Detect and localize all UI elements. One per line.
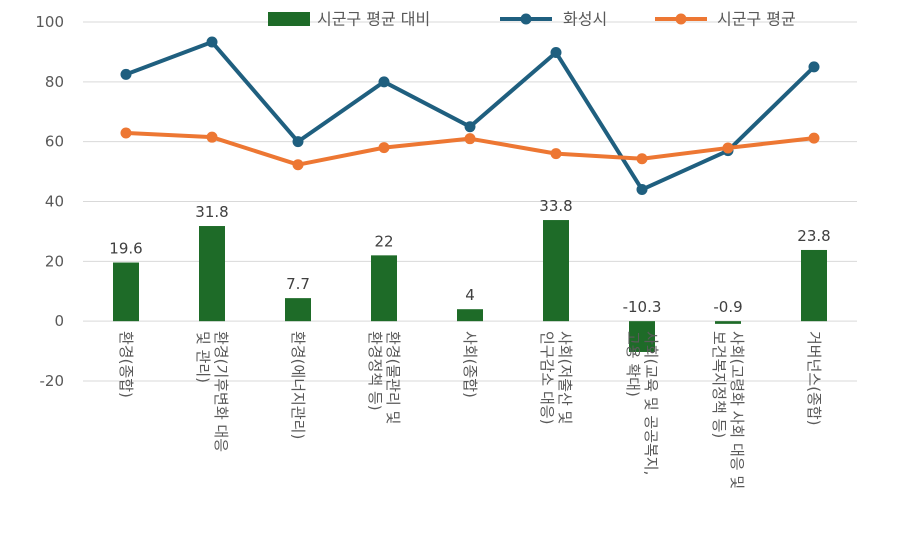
bar-data-label: 19.6 bbox=[109, 240, 142, 258]
x-axis-label: 환경정책 등) bbox=[366, 331, 384, 411]
legend-marker bbox=[520, 13, 532, 25]
y-tick-label: 40 bbox=[45, 193, 64, 211]
line-series bbox=[120, 36, 820, 196]
bar-data-label: 33.8 bbox=[539, 197, 572, 215]
bar-series bbox=[113, 220, 827, 352]
line-marker bbox=[636, 153, 648, 165]
x-axis-label: 환경(에너지관리) bbox=[289, 331, 307, 439]
line-marker bbox=[120, 68, 132, 80]
bar-data-label: 4 bbox=[465, 286, 475, 304]
y-tick-label: 80 bbox=[45, 73, 64, 91]
line-marker bbox=[292, 159, 304, 171]
x-axis-labels: 환경(종합) 환경(기후변화 대응및 관리) 환경(에너지관리) 환경(물관리 및환경… bbox=[117, 331, 823, 489]
bar-data-label: 23.8 bbox=[797, 227, 830, 245]
bar bbox=[285, 298, 311, 322]
line-marker bbox=[550, 148, 562, 160]
legend-swatch-bar bbox=[268, 12, 310, 26]
legend-label: 화성시 bbox=[563, 10, 607, 29]
x-axis-label: 환경(물관리 및 bbox=[384, 331, 402, 424]
x-axis-label: 환경(기후변화 대응 bbox=[212, 331, 230, 452]
x-axis-label: 인구감소 대응) bbox=[538, 331, 556, 424]
x-axis-label: 및 관리) bbox=[194, 331, 212, 383]
y-tick-label: 0 bbox=[54, 312, 64, 330]
x-axis-label: 사회(고령화 사회 대응 및 bbox=[728, 331, 746, 489]
line-marker bbox=[120, 127, 132, 139]
line-marker bbox=[378, 76, 390, 88]
bar bbox=[113, 262, 139, 322]
bar-data-label: 22 bbox=[374, 232, 393, 250]
line-marker bbox=[292, 136, 304, 148]
bar bbox=[801, 249, 827, 322]
series-line bbox=[125, 40, 816, 192]
y-tick-label: -20 bbox=[40, 372, 65, 390]
legend-label: 시군구 평균 bbox=[717, 10, 796, 29]
line-marker bbox=[378, 142, 390, 154]
line-marker bbox=[550, 47, 562, 59]
bar bbox=[629, 321, 655, 352]
y-axis-ticks: -20 0 20 40 60 80 100 bbox=[35, 13, 64, 390]
line-marker bbox=[722, 142, 734, 154]
x-axis-label: 거버넌스(종합) bbox=[805, 331, 823, 426]
bar bbox=[543, 220, 569, 322]
y-tick-label: 20 bbox=[45, 252, 64, 270]
y-tick-label: 60 bbox=[45, 133, 64, 151]
bar-data-label: 31.8 bbox=[195, 203, 228, 221]
gridlines bbox=[83, 21, 857, 382]
line-marker bbox=[464, 121, 476, 133]
data-labels: 19.6 31.8 7.7 22 4 33.8 -10.3 -0.9 23.8 bbox=[109, 197, 830, 316]
x-axis-label: 사회(교육 및 공공복지, bbox=[642, 331, 660, 475]
x-axis-label: 환경(종합) bbox=[117, 331, 135, 398]
x-axis-label: 사회(종합) bbox=[461, 331, 479, 398]
bar-data-label: -10.3 bbox=[623, 298, 662, 316]
line-marker bbox=[206, 131, 218, 143]
bar-data-label: 7.7 bbox=[286, 275, 310, 293]
bar bbox=[715, 321, 741, 324]
legend-label: 시군구 평균 대비 bbox=[317, 10, 430, 29]
x-axis-label: 고용 확대) bbox=[624, 331, 642, 397]
y-tick-label: 100 bbox=[35, 13, 64, 31]
line-marker bbox=[636, 184, 648, 196]
x-axis-label: 사회(저출산 및 bbox=[556, 331, 574, 424]
bar bbox=[457, 309, 483, 322]
x-axis-label: 보건복지정책 등) bbox=[710, 331, 728, 438]
line-marker bbox=[464, 133, 476, 145]
line-marker bbox=[808, 132, 820, 144]
bar-data-label: -0.9 bbox=[713, 298, 742, 316]
bar bbox=[199, 226, 225, 322]
legend-marker bbox=[675, 13, 687, 25]
line-marker bbox=[206, 36, 218, 48]
line-marker bbox=[808, 61, 820, 73]
bar bbox=[371, 255, 397, 322]
legend: 시군구 평균 대비 화성시 시군구 평균 bbox=[268, 10, 796, 29]
